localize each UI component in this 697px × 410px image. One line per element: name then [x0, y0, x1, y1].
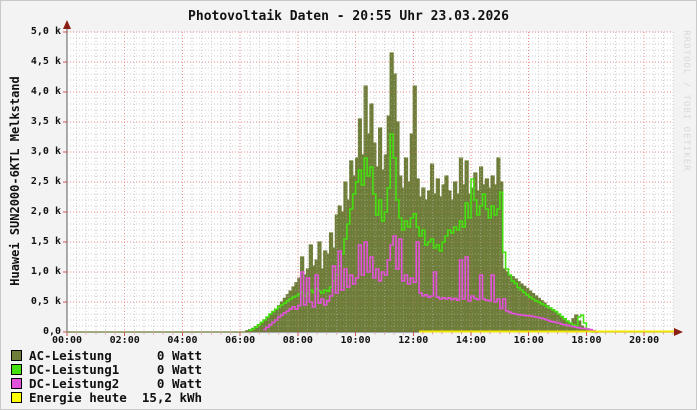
- y-tick-label: 3,0 k: [30, 146, 61, 157]
- legend-row-dc-leistung1: DC-Leistung1 0 Watt: [11, 363, 202, 377]
- legend-value: 0 Watt: [156, 348, 203, 363]
- x-tick-label: 02:00: [109, 335, 140, 346]
- ac-line-series: [67, 52, 673, 333]
- tick-marks: [63, 31, 674, 336]
- chart-legend: AC-Leistung 0 Watt DC-Leistung1 0 Watt DC-Le…: [11, 349, 202, 405]
- legend-row-energie-heute: Energie heute 15,2 kWh: [11, 391, 202, 405]
- x-tick-label: 18:00: [571, 335, 602, 346]
- ac-leistung-swatch: [11, 350, 22, 361]
- legend-row-ac-leistung: AC-Leistung 0 Watt: [11, 349, 202, 363]
- y-axis-arrow: [63, 20, 71, 29]
- y-tick-label: 1,5 k: [30, 236, 61, 247]
- ac-area-series: [67, 53, 673, 332]
- x-tick-label: 08:00: [282, 335, 313, 346]
- energie-heute-swatch: [11, 392, 22, 403]
- y-tick-label: 4,5 k: [30, 56, 61, 67]
- dc2-line-series: [263, 235, 598, 333]
- y-tick-label: 5,0 k: [30, 26, 61, 37]
- y-tick-label: 2,5 k: [30, 176, 61, 187]
- y-tick-label: 1,0 k: [30, 266, 61, 277]
- x-tick-label: 12:00: [398, 335, 429, 346]
- legend-value: 0 Watt: [156, 376, 203, 391]
- dc-leistung1-swatch: [11, 364, 22, 375]
- y-tick-label: 0,5 k: [30, 296, 61, 307]
- legend-label: DC-Leistung1: [29, 362, 120, 377]
- y-tick-label: 3,5 k: [30, 116, 61, 127]
- legend-label: DC-Leistung2: [29, 376, 120, 391]
- x-axis-arrow: [673, 328, 683, 336]
- legend-row-dc-leistung2: DC-Leistung2 0 Watt: [11, 377, 202, 391]
- y-tick-label: 0,0: [42, 326, 61, 337]
- x-tick-label: 16:00: [513, 335, 544, 346]
- x-tick-label: 10:00: [340, 335, 371, 346]
- y-tick-label: 4,0 k: [30, 86, 61, 97]
- x-tick-label: 14:00: [455, 335, 487, 346]
- x-tick-label: 04:00: [167, 335, 198, 346]
- legend-value: 0 Watt: [156, 362, 203, 377]
- y-tick-label: 2,0 k: [30, 206, 61, 217]
- x-tick-label: 06:00: [225, 335, 256, 346]
- grid-lines: [67, 31, 674, 332]
- legend-label: Energie heute: [29, 390, 127, 405]
- legend-value: 15,2 kWh: [141, 390, 203, 405]
- x-tick-label: 20:00: [629, 335, 660, 346]
- chart-title: Photovoltaik Daten - 20:55 Uhr 23.03.202…: [188, 9, 509, 24]
- x-tick-label: 00:00: [51, 335, 83, 346]
- dc-leistung2-swatch: [11, 378, 22, 389]
- legend-label: AC-Leistung: [29, 348, 112, 363]
